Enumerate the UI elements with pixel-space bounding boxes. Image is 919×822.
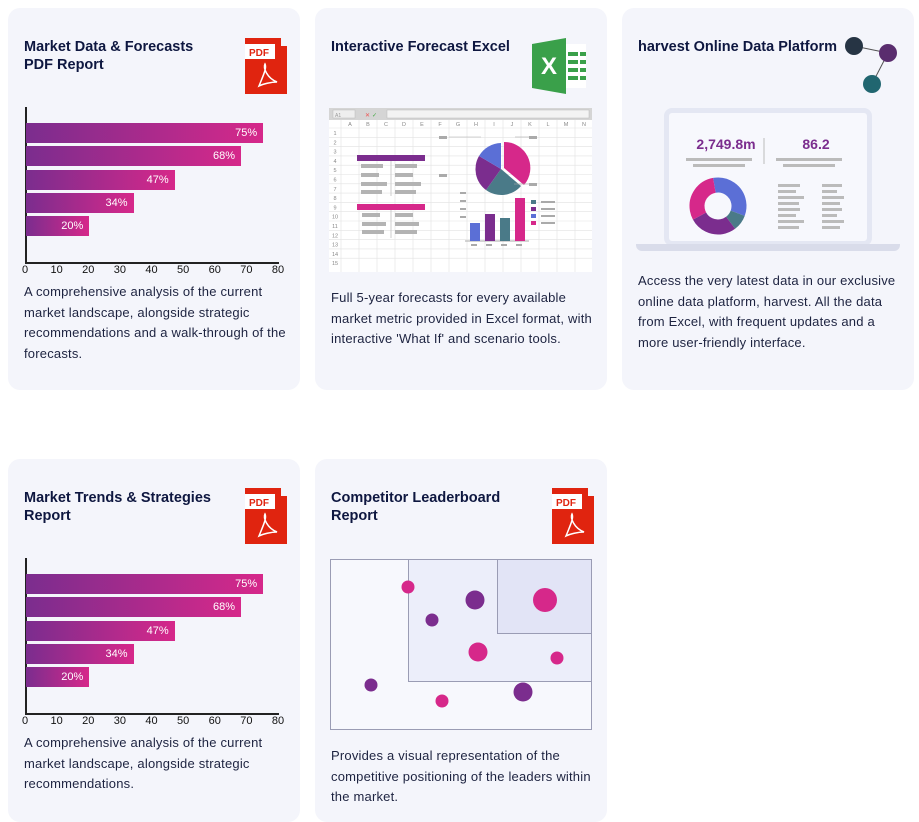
bar: 68% (26, 597, 242, 618)
svg-text:A1: A1 (335, 113, 341, 119)
x-tick-label: 30 (113, 715, 126, 727)
competitor-dots (364, 580, 564, 708)
svg-text:A: A (348, 122, 352, 128)
svg-text:N: N (582, 122, 586, 128)
x-tick-label: 40 (145, 715, 158, 727)
y-axis (25, 107, 27, 263)
svg-text:F: F (438, 122, 442, 128)
svg-text:H: H (474, 122, 478, 128)
bar-chart: 75% 68% 47% 34% 20% 0 10 20 30 40 50 60 70 80 (21, 558, 295, 728)
x-tick-label: 20 (82, 715, 95, 727)
svg-text:10: 10 (332, 215, 338, 221)
y-axis (25, 558, 27, 714)
svg-text:I: I (493, 122, 495, 128)
card-description: A comprehensive analysis of the current … (24, 735, 263, 791)
bar: 68% (26, 146, 242, 167)
stat-value-1: 2,749.8m (696, 136, 756, 152)
pdf-label: PDF (249, 498, 269, 509)
card-title: Market Data & Forecasts PDF Report (24, 39, 194, 73)
x-tick-label: 20 (82, 264, 95, 276)
x-tick-label: 50 (177, 715, 190, 727)
svg-text:B: B (366, 122, 370, 128)
laptop-illustration: 2,749.8m 86.2 (636, 108, 900, 253)
x-tick-label: 10 (50, 715, 63, 727)
x-tick-label: 50 (177, 264, 190, 276)
svg-text:L: L (546, 122, 549, 128)
svg-text:1: 1 (333, 131, 336, 137)
bar: 20% (26, 667, 90, 688)
x-axis (25, 713, 279, 715)
bar: 20% (26, 216, 90, 237)
svg-text:13: 13 (332, 243, 338, 249)
card-competitor-leaderboard[interactable]: Competitor Leaderboard Report PDF Provid… (315, 459, 607, 822)
bar: 75% (26, 123, 264, 143)
x-tick-label: 30 (113, 264, 126, 276)
bar: 34% (26, 192, 134, 213)
card-market-data-pdf[interactable]: Market Data & Forecasts PDF Report PDF 7… (8, 8, 300, 390)
svg-text:8: 8 (333, 196, 336, 202)
stat-value-2: 86.2 (802, 136, 830, 152)
x-tick-label: 70 (240, 715, 253, 727)
card-title: Interactive Forecast Excel (331, 39, 510, 55)
svg-text:✓: ✓ (372, 113, 377, 119)
card-harvest-platform[interactable]: harvest Online Data Platform 2,749.8m 86… (622, 8, 914, 390)
x-tick-label: 80 (271, 715, 285, 727)
bar-chart: 75% 68% 47% 34% 20% 0 10 20 30 40 50 60 70 80 (21, 107, 295, 277)
x-tick-label: 60 (208, 264, 221, 276)
svg-text:D: D (402, 122, 406, 128)
svg-text:✕: ✕ (365, 113, 370, 119)
x-tick-label: 70 (240, 264, 253, 276)
excel-icon: X (532, 38, 592, 99)
bar: 75% (26, 574, 264, 594)
bar: 47% (26, 620, 175, 641)
card-title: Competitor Leaderboard Report (331, 490, 501, 524)
x-tick-label: 0 (21, 264, 29, 276)
svg-text:14: 14 (332, 252, 338, 258)
svg-text:7: 7 (333, 187, 336, 193)
pdf-icon: PDF (245, 488, 287, 544)
svg-text:E: E (420, 122, 424, 128)
pdf-icon: PDF (245, 38, 287, 94)
svg-text:G: G (456, 122, 460, 128)
card-interactive-excel[interactable]: Interactive Forecast Excel X A1 ✕ ✓ A B C D E F G… (315, 8, 607, 390)
svg-text:3: 3 (333, 150, 336, 156)
pdf-icon: PDF (552, 488, 594, 544)
svg-text:9: 9 (333, 205, 336, 211)
svg-text:2: 2 (333, 140, 336, 146)
x-tick-label: 10 (50, 264, 63, 276)
pdf-label: PDF (249, 48, 269, 59)
svg-text:6: 6 (333, 178, 336, 184)
svg-text:M: M (564, 122, 569, 128)
spreadsheet-illustration: A1 ✕ ✓ A B C D E F G H I J K L M N 1 2 3 4 5 6 7 8 9 10 11 12 13 14 15 (329, 108, 592, 277)
svg-text:K: K (528, 122, 532, 128)
svg-text:15: 15 (332, 261, 338, 267)
x-tick-label: 60 (208, 715, 221, 727)
card-market-trends-report[interactable]: Market Trends & Strategies Report PDF 75… (8, 459, 300, 822)
x-axis (25, 262, 279, 264)
svg-text:12: 12 (332, 233, 338, 239)
x-tick-label: 40 (145, 264, 158, 276)
card-description: Provides a visual representation of the … (331, 748, 591, 804)
svg-text:11: 11 (332, 224, 338, 230)
card-description: Access the very latest data in our exclu… (638, 273, 896, 350)
x-tick-label: 0 (21, 715, 29, 727)
card-description: A comprehensive analysis of the current … (24, 284, 286, 361)
x-tick-label: 80 (271, 264, 285, 276)
card-title: harvest Online Data Platform (638, 39, 838, 55)
svg-text:X: X (541, 53, 557, 80)
bar: 47% (26, 169, 175, 190)
pdf-label: PDF (556, 498, 576, 509)
card-description: Full 5-year forecasts for every availabl… (331, 290, 592, 346)
card-title: Market Trends & Strategies Report (24, 490, 211, 524)
svg-text:J: J (511, 122, 514, 128)
svg-text:C: C (384, 122, 388, 128)
competitor-positioning-chart (330, 559, 593, 736)
svg-text:4: 4 (333, 159, 336, 165)
svg-text:5: 5 (333, 168, 336, 174)
bar: 34% (26, 643, 134, 664)
network-icon (842, 34, 906, 103)
